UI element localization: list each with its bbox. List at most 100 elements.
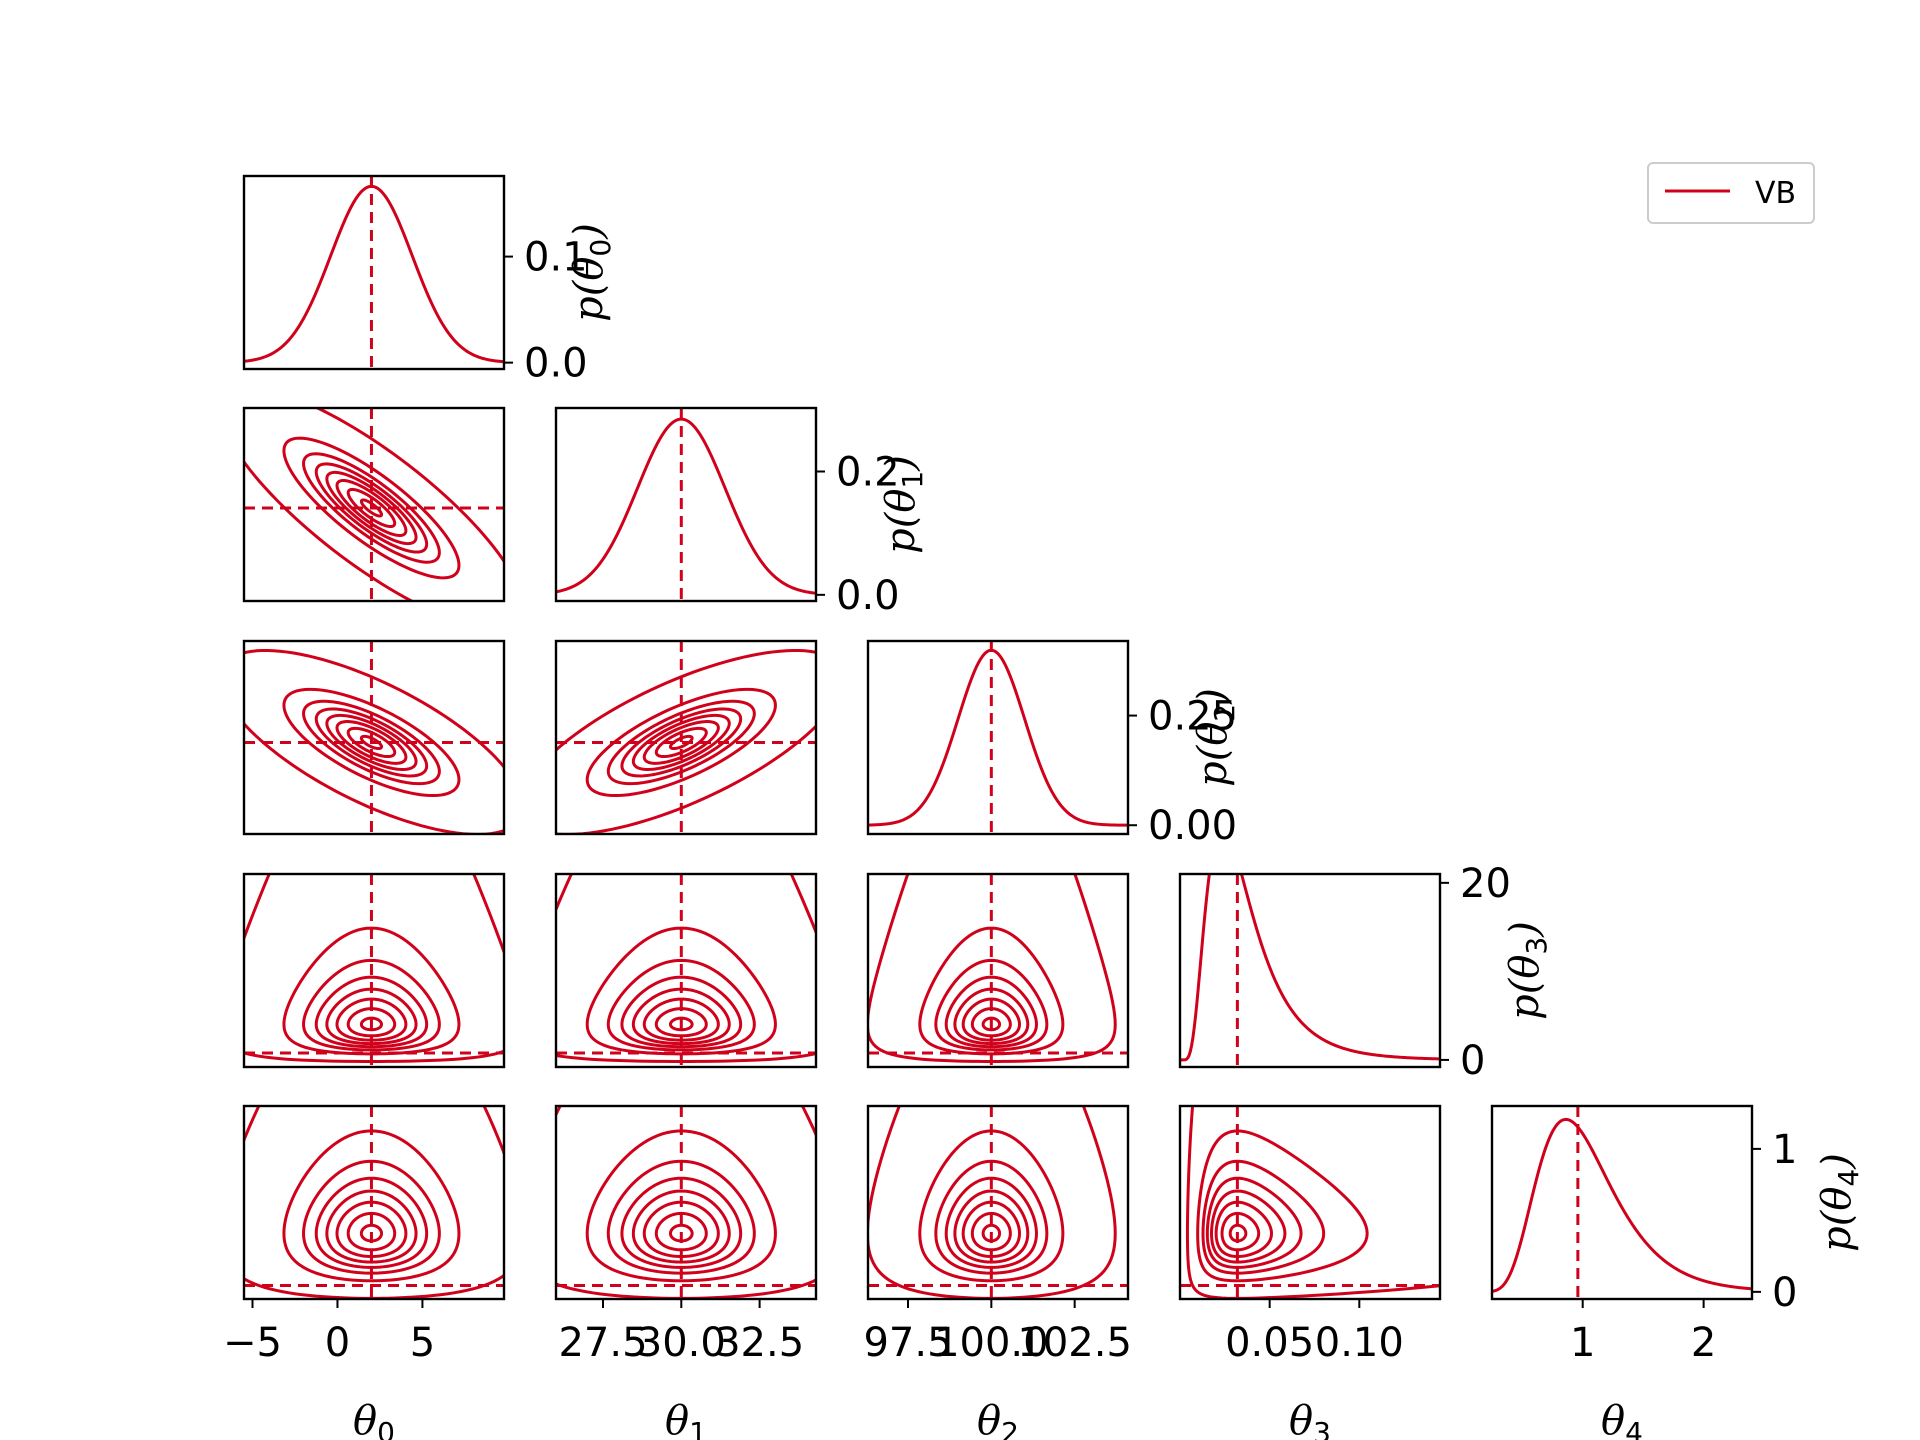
marginal-curve-1 xyxy=(556,417,816,595)
contour-3-1-2 xyxy=(606,958,756,1052)
x-tick-label-0: 5 xyxy=(410,1320,435,1366)
panel-3-3: 0 20 p(θ3) xyxy=(1178,861,1553,1084)
contour-4-1-0 xyxy=(556,1106,816,1299)
contour-2-0-0 xyxy=(244,648,504,834)
contour-2-1-1 xyxy=(585,687,777,798)
contour-1-0-3 xyxy=(314,462,429,554)
contour-3-1-6 xyxy=(654,1007,708,1038)
contour-3-2-7 xyxy=(981,1016,1002,1032)
panel-frame xyxy=(866,1104,1130,1301)
contour-3-2-6 xyxy=(970,1007,1012,1038)
x-axis-label-4: θ4 xyxy=(1601,1398,1643,1440)
panel-1-0 xyxy=(242,406,506,603)
contour-4-1-1 xyxy=(585,1129,777,1283)
contour-3-2-1 xyxy=(918,926,1065,1056)
contour-3-0-6 xyxy=(346,1007,397,1038)
contour-4-2-5 xyxy=(961,1200,1021,1259)
marginal-curve-0 xyxy=(244,184,504,364)
panel-plot-area xyxy=(868,874,1128,1067)
y-tick-label-3: 20 xyxy=(1460,861,1511,907)
contour-3-1-0 xyxy=(556,874,816,1063)
contour-2-1-0 xyxy=(556,648,816,834)
panel-plot-area xyxy=(556,874,816,1067)
panel-plot-area xyxy=(556,1106,816,1299)
y-tick-label-1: 0.2 xyxy=(836,450,900,496)
contour-1-0-2 xyxy=(302,452,441,564)
y-tick-label-0: 0.1 xyxy=(524,235,588,281)
contour-2-0-3 xyxy=(314,707,429,778)
contour-3-2-2 xyxy=(934,958,1049,1052)
contour-4-0-4 xyxy=(325,1189,418,1264)
contour-4-0-5 xyxy=(335,1200,408,1259)
panel-frame xyxy=(554,1104,818,1301)
panel-plot-area xyxy=(244,408,504,601)
contour-1-0-4 xyxy=(325,470,418,546)
panel-frame xyxy=(242,639,506,836)
y-tick-label-0: 0.0 xyxy=(524,341,588,387)
contour-4-2-6 xyxy=(970,1211,1012,1252)
y-axis-label-3: p(θ3) xyxy=(1502,921,1553,1020)
contour-2-0-5 xyxy=(335,720,408,765)
panel-plot-area xyxy=(244,874,504,1067)
y-tick-label-3: 0 xyxy=(1460,1038,1485,1084)
legend: VB xyxy=(1647,162,1815,224)
x-tick-label-1: 27.5 xyxy=(558,1320,647,1366)
contour-4-1-7 xyxy=(668,1223,694,1243)
contour-3-1-3 xyxy=(620,975,743,1049)
contour-4-0-2 xyxy=(302,1159,441,1275)
contour-4-0-3 xyxy=(314,1176,429,1269)
contour-4-1-3 xyxy=(620,1176,743,1269)
contour-4-1-2 xyxy=(606,1159,756,1275)
contour-4-1-4 xyxy=(631,1189,731,1264)
contour-3-2-3 xyxy=(944,975,1038,1049)
contour-3-0-2 xyxy=(302,958,441,1052)
panel-plot-area xyxy=(244,1106,504,1299)
x-axis-label-3: θ3 xyxy=(1289,1398,1331,1440)
contour-4-3-4 xyxy=(1210,1189,1287,1264)
contour-4-2-2 xyxy=(934,1159,1049,1275)
panel-plot-area xyxy=(868,1106,1128,1299)
y-tick-label-4: 1 xyxy=(1772,1127,1797,1173)
contour-4-3-3 xyxy=(1205,1176,1303,1269)
panel-4-1: 27.530.032.5θ1 xyxy=(554,1104,818,1440)
contour-2-1-4 xyxy=(631,713,731,772)
panel-4-3: 0.05 0.10 θ3 xyxy=(1178,1104,1442,1440)
contour-3-2-5 xyxy=(961,997,1021,1042)
contour-2-0-7 xyxy=(359,734,384,751)
contour-4-3-1 xyxy=(1196,1129,1369,1283)
contour-3-2-0 xyxy=(868,874,1117,1063)
panel-plot-area xyxy=(556,408,816,601)
contour-1-0-1 xyxy=(282,436,461,580)
contour-3-2-4 xyxy=(953,987,1030,1046)
panel-4-0: −5 0 5 θ0 xyxy=(223,1104,506,1440)
contour-2-0-2 xyxy=(302,699,441,786)
contour-4-3-6 xyxy=(1220,1211,1261,1252)
panel-frame xyxy=(242,174,506,371)
panel-grid: 0.00.1p(θ0)0.00.2p(θ1)0.000.25p(θ2)020p(… xyxy=(223,174,1865,1440)
x-tick-label-4: 1 xyxy=(1570,1320,1595,1366)
legend-label-vb: VB xyxy=(1755,176,1796,211)
contour-3-1-1 xyxy=(585,926,777,1056)
contour-3-0-0 xyxy=(244,874,504,1063)
contour-4-2-7 xyxy=(981,1223,1002,1243)
y-axis-label-1: p(θ1) xyxy=(878,455,929,554)
contour-4-0-7 xyxy=(359,1223,384,1243)
y-tick-label-1: 0.0 xyxy=(836,573,900,619)
x-tick-label-0: −5 xyxy=(223,1320,282,1366)
contour-2-1-3 xyxy=(620,707,743,778)
panel-plot-area xyxy=(1180,1106,1440,1299)
y-axis-label-2: p(θ2) xyxy=(1190,688,1241,787)
panel-frame xyxy=(1178,1104,1442,1301)
contour-2-0-4 xyxy=(325,713,418,772)
contour-4-2-4 xyxy=(953,1189,1030,1264)
contour-3-0-1 xyxy=(282,926,461,1056)
contour-4-1-6 xyxy=(654,1211,708,1252)
panel-4-4: 0 1 p(θ4) 1 2 θ4 xyxy=(1490,1104,1865,1440)
panel-plot-area xyxy=(868,641,1128,834)
x-tick-label-4: 2 xyxy=(1691,1320,1716,1366)
x-tick-label-3: 0.05 xyxy=(1225,1320,1314,1366)
panel-plot-area xyxy=(244,176,504,369)
panel-1-1: 0.0 0.2p(θ1) xyxy=(554,406,929,619)
